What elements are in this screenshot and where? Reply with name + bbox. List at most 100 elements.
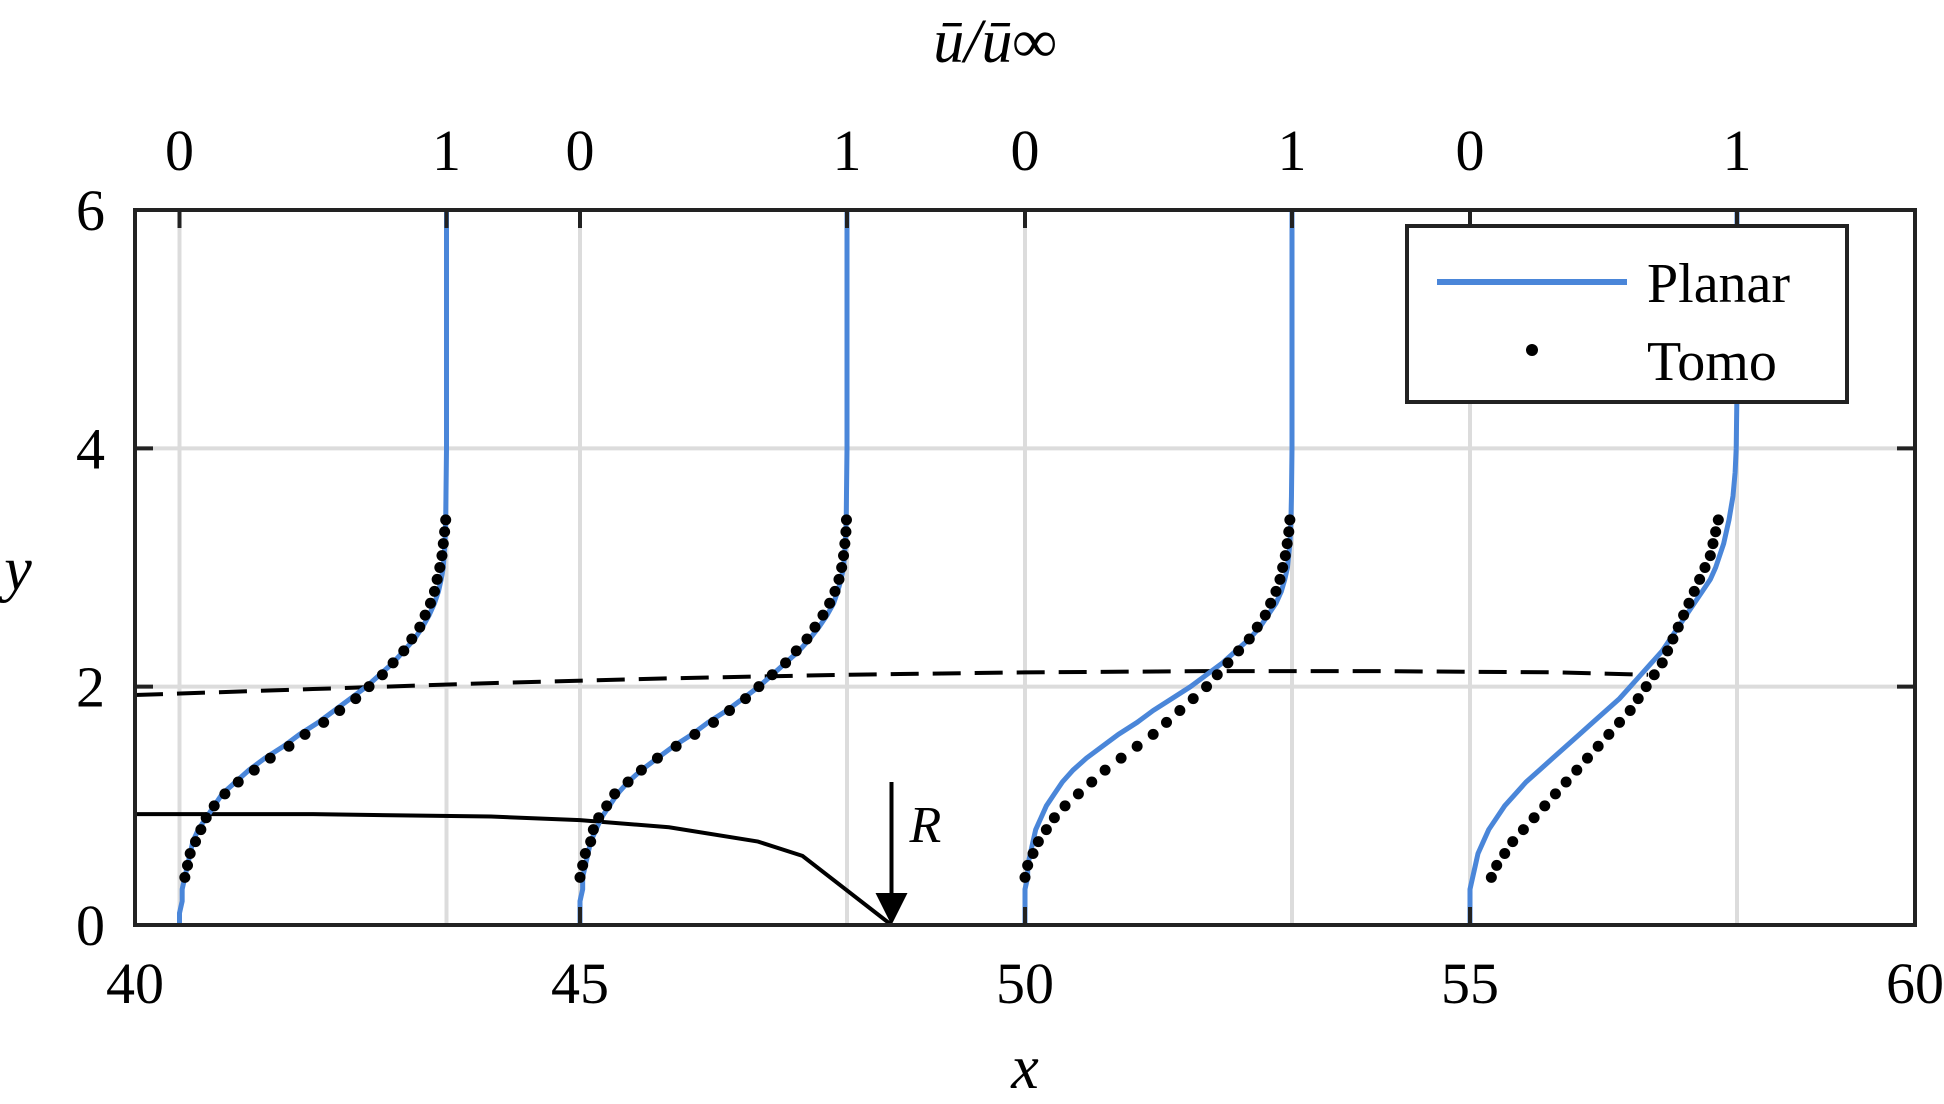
top-tick-label: 0: [1011, 118, 1040, 183]
tomo-point: [1099, 764, 1111, 776]
tomo-point: [1201, 681, 1213, 693]
tomo-point: [376, 669, 388, 681]
tomo-point: [585, 836, 597, 848]
tomo-point: [1259, 609, 1271, 621]
tomo-point: [208, 800, 220, 812]
tomo-point: [363, 681, 375, 693]
x-axis-label: x: [1010, 1034, 1039, 1102]
tomo-point: [708, 716, 719, 728]
legend: Planar Tomo: [1405, 224, 1849, 404]
tomo-point: [651, 752, 663, 764]
tomo-point: [1560, 776, 1572, 788]
tomo-point: [1174, 705, 1186, 716]
tomo-point: [1281, 538, 1293, 550]
arrow-head: [875, 893, 908, 925]
tomo-point: [1022, 859, 1034, 871]
tomo-point: [1283, 526, 1295, 538]
tomo-point: [1086, 776, 1098, 788]
top-tick-label: 1: [1278, 118, 1307, 183]
tomo-point: [1032, 836, 1044, 848]
tomo-point: [809, 621, 821, 633]
tomo-point: [436, 550, 448, 562]
tomo-point: [1277, 562, 1289, 573]
tomo-point: [833, 573, 845, 585]
tomo-point: [836, 562, 848, 573]
tomo-point: [1528, 812, 1540, 824]
tomo-point: [1485, 871, 1497, 883]
tomo-point: [1072, 788, 1084, 800]
tomo-point: [817, 609, 829, 621]
top-axis-label: ū/ū∞: [933, 8, 1056, 76]
tomo-point: [1265, 597, 1277, 609]
tomo-point: [182, 859, 194, 871]
y-axis-label: y: [0, 536, 32, 604]
tomo-point: [179, 871, 191, 883]
tomo-point: [439, 526, 451, 538]
tomo-point: [790, 645, 802, 657]
tomo-point: [1707, 538, 1719, 550]
y-tick-label: 4: [76, 416, 105, 481]
tomo-point: [299, 728, 311, 740]
tomo-point: [318, 716, 330, 728]
planar-series-line: [177, 210, 449, 925]
tomo-point: [1270, 585, 1282, 597]
tomo-point: [724, 705, 736, 716]
top-tick-label: 1: [833, 118, 862, 183]
tomo-point: [1059, 800, 1071, 812]
top-tick-label: 0: [165, 118, 194, 183]
tomo-point: [780, 657, 792, 669]
solid-line: [135, 812, 893, 927]
top-tick-label: 0: [566, 118, 595, 183]
tomo-point: [419, 609, 431, 621]
tomo-point: [283, 740, 295, 752]
legend-label: Planar: [1647, 253, 1790, 315]
top-tick-label: 0: [1456, 118, 1485, 183]
tomo-point: [1667, 633, 1679, 645]
tomo-point: [1539, 800, 1551, 812]
chart-marks: R: [134, 210, 1740, 927]
tomo-point: [1517, 824, 1529, 836]
tomo-point: [1284, 514, 1296, 526]
planar-series-line: [577, 210, 850, 925]
tomo-point: [1040, 824, 1052, 836]
x-tick-label: 60: [1886, 951, 1944, 1016]
tomo-point: [219, 788, 231, 800]
x-tick-label: 40: [106, 951, 164, 1016]
tomo-point: [434, 562, 446, 573]
tomo-point: [1632, 693, 1644, 705]
tomo-point: [264, 752, 276, 764]
top-tick-label: 1: [432, 118, 461, 183]
tomo-point: [1603, 728, 1615, 740]
tomo-point: [195, 824, 207, 836]
tomo-point: [824, 597, 836, 609]
tomo-point: [398, 645, 410, 657]
tomo-point: [1662, 645, 1674, 657]
tomo-point: [1131, 740, 1143, 752]
tomo-point: [1614, 716, 1626, 728]
tomo-point: [839, 538, 851, 550]
tomo-point: [1704, 550, 1716, 562]
arrow-label: R: [909, 797, 942, 854]
legend-label: Tomo: [1647, 331, 1777, 393]
tomo-point: [840, 514, 852, 526]
tomo-point: [622, 776, 634, 788]
top-tick-label: 1: [1723, 118, 1752, 183]
tomo-point: [1592, 740, 1604, 752]
tomo-point: [689, 728, 701, 740]
tomo-point: [424, 597, 436, 609]
tomo-point: [1048, 812, 1060, 824]
x-tick-label: 50: [996, 951, 1054, 1016]
y-tick-label: 2: [76, 655, 105, 720]
tomo-point: [1678, 609, 1690, 621]
axes: 0 2 4 6 40 45 50 55 60 0 1 0 1 0 1 0 1 x y ū/ū∞: [0, 8, 1944, 1102]
tomo-point: [1251, 621, 1263, 633]
tomo-point: [753, 681, 765, 693]
tomo-point: [200, 812, 212, 824]
tomo-point: [1222, 657, 1234, 669]
tomo-point: [601, 800, 613, 812]
tomo-point: [1507, 836, 1519, 848]
tomo-point: [1233, 645, 1245, 657]
legend-swatch-tomo: [1526, 344, 1538, 356]
tomo-point: [1147, 728, 1159, 740]
tomo-point: [801, 633, 813, 645]
